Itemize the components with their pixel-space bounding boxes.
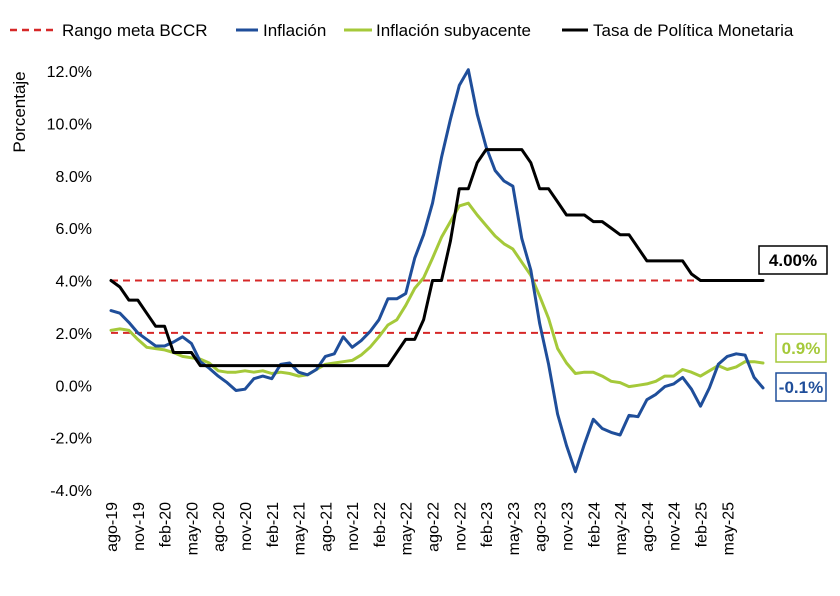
- x-tick-label: nov-22: [452, 502, 469, 551]
- x-tick-label: ago-21: [318, 502, 335, 552]
- x-tick-label: feb-20: [158, 502, 175, 547]
- end-labels: 4.00% 0.9% -0.1%: [758, 245, 828, 402]
- y-axis: -4.0% -2.0% 0.0% 2.0% 4.0% 6.0% 8.0% 10.0% 12.0%: [47, 64, 92, 500]
- y-tick-label: -4.0%: [50, 483, 92, 500]
- x-tick-label: feb-24: [586, 502, 603, 547]
- y-tick-label: 10.0%: [47, 116, 92, 133]
- end-label-inflacion: -0.1%: [779, 378, 823, 397]
- series-group: [109, 68, 765, 474]
- end-label-inflacion-box: [775, 372, 827, 402]
- x-tick-label: may-23: [506, 502, 523, 555]
- x-tick-label: may-20: [184, 502, 201, 555]
- legend-label-subyacente: Inflación subyacente: [376, 21, 531, 40]
- y-tick-label: 0.0%: [56, 378, 92, 395]
- x-tick-label: feb-23: [479, 502, 496, 547]
- x-tick-label: may-21: [292, 502, 309, 555]
- end-label-tpm-box: [758, 245, 828, 275]
- legend-label-tpm: Tasa de Política Monetaria: [593, 21, 794, 40]
- end-label-subyacente: 0.9%: [782, 339, 821, 358]
- y-axis-label: Porcentaje: [10, 71, 29, 152]
- series-line-tpm: [109, 148, 765, 368]
- x-tick-label: ago-20: [211, 502, 228, 552]
- y-tick-label: 12.0%: [47, 64, 92, 81]
- x-axis: ago-19 nov-19 feb-20 may-20 ago-20 nov-20 feb-…: [104, 502, 737, 555]
- x-tick-label: ago-23: [533, 502, 550, 552]
- x-tick-label: ago-19: [104, 502, 121, 552]
- y-tick-label: 6.0%: [56, 221, 92, 238]
- x-tick-label: nov-24: [667, 502, 684, 551]
- legend: Rango meta BCCR Inflación Inflación suby…: [10, 21, 794, 40]
- x-tick-label: nov-21: [345, 502, 362, 551]
- legend-label-rango: Rango meta BCCR: [62, 21, 208, 40]
- series-line-subyacente: [109, 201, 765, 389]
- x-tick-label: may-24: [613, 502, 630, 555]
- y-tick-label: -2.0%: [50, 431, 92, 448]
- y-tick-label: 8.0%: [56, 169, 92, 186]
- x-tick-label: feb-25: [693, 502, 710, 547]
- x-tick-label: may-22: [399, 502, 416, 555]
- x-tick-label: nov-19: [131, 502, 148, 551]
- x-tick-label: feb-21: [265, 502, 282, 547]
- x-tick-label: may-25: [720, 502, 737, 555]
- x-tick-label: nov-20: [238, 502, 255, 551]
- x-tick-label: nov-23: [560, 502, 577, 551]
- y-tick-label: 4.0%: [56, 274, 92, 291]
- end-label-tpm: 4.00%: [769, 251, 817, 270]
- legend-label-inflacion: Inflación: [263, 21, 326, 40]
- x-tick-label: ago-24: [640, 502, 657, 552]
- end-label-subyacente-box: [775, 333, 827, 363]
- x-tick-label: feb-22: [372, 502, 389, 547]
- series-line-inflacion: [109, 68, 765, 474]
- target-band: [111, 279, 763, 334]
- x-tick-label: ago-22: [426, 502, 443, 552]
- y-tick-label: 2.0%: [56, 326, 92, 343]
